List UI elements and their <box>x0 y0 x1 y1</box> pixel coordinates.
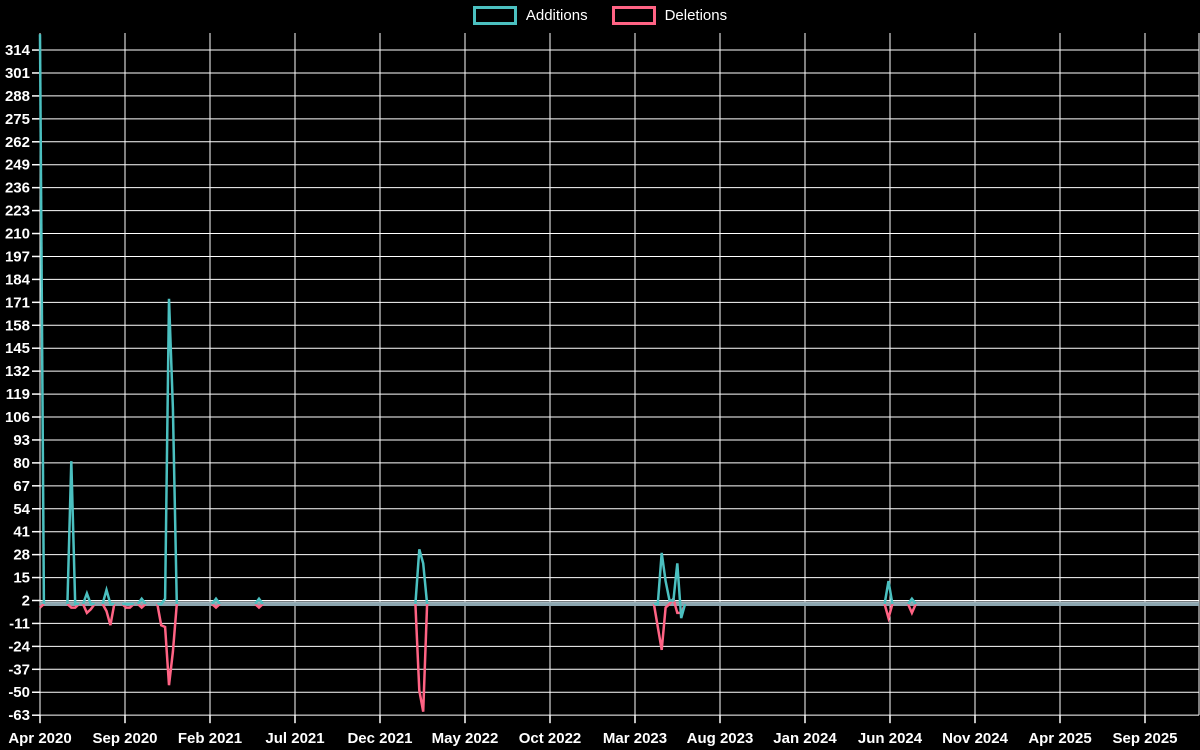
svg-text:236: 236 <box>5 180 30 197</box>
svg-text:80: 80 <box>13 455 30 472</box>
svg-text:67: 67 <box>13 478 30 495</box>
svg-text:145: 145 <box>5 340 30 357</box>
svg-text:314: 314 <box>5 42 31 59</box>
svg-text:223: 223 <box>5 203 30 220</box>
svg-text:210: 210 <box>5 226 30 243</box>
svg-text:Dec 2021: Dec 2021 <box>347 730 412 747</box>
svg-text:106: 106 <box>5 409 30 426</box>
svg-text:249: 249 <box>5 157 30 174</box>
svg-text:Jun 2024: Jun 2024 <box>858 730 923 747</box>
svg-text:-11: -11 <box>9 615 30 632</box>
svg-text:Sep 2020: Sep 2020 <box>92 730 157 747</box>
svg-text:-24: -24 <box>8 638 30 655</box>
legend-label-deletions: Deletions <box>664 7 728 24</box>
deletions-swatch-icon <box>611 6 656 25</box>
svg-text:Apr 2025: Apr 2025 <box>1028 730 1091 747</box>
svg-text:119: 119 <box>6 386 30 403</box>
svg-text:Jul 2021: Jul 2021 <box>265 730 324 747</box>
svg-text:-37: -37 <box>8 661 30 678</box>
svg-text:Aug 2023: Aug 2023 <box>687 730 754 747</box>
svg-text:Oct 2022: Oct 2022 <box>519 730 582 747</box>
svg-text:158: 158 <box>5 317 30 334</box>
svg-text:171: 171 <box>5 294 30 311</box>
svg-text:15: 15 <box>13 570 30 587</box>
svg-text:262: 262 <box>5 134 30 151</box>
legend-item-additions[interactable]: Additions <box>472 6 588 25</box>
svg-text:Nov 2024: Nov 2024 <box>942 730 1009 747</box>
svg-text:184: 184 <box>5 271 31 288</box>
svg-text:Mar 2023: Mar 2023 <box>603 730 667 747</box>
svg-text:275: 275 <box>5 111 30 128</box>
svg-text:28: 28 <box>13 547 30 564</box>
svg-text:301: 301 <box>5 65 30 82</box>
svg-text:197: 197 <box>5 248 30 265</box>
svg-text:Sep 2025: Sep 2025 <box>1112 730 1177 747</box>
svg-text:132: 132 <box>5 363 30 380</box>
svg-text:Feb 2021: Feb 2021 <box>178 730 242 747</box>
svg-text:288: 288 <box>5 88 30 105</box>
legend-label-additions: Additions <box>525 7 588 24</box>
svg-text:May 2022: May 2022 <box>432 730 499 747</box>
svg-text:-50: -50 <box>8 684 30 701</box>
svg-text:Jan 2024: Jan 2024 <box>773 730 837 747</box>
svg-text:41: 41 <box>13 524 30 541</box>
svg-text:Apr 2020: Apr 2020 <box>8 730 71 747</box>
svg-text:-63: -63 <box>8 707 30 724</box>
svg-text:2: 2 <box>22 593 30 610</box>
svg-text:93: 93 <box>13 432 30 449</box>
svg-text:54: 54 <box>13 501 30 518</box>
legend-item-deletions[interactable]: Deletions <box>611 6 728 25</box>
chart-legend: Additions Deletions <box>0 6 1200 25</box>
additions-swatch-icon <box>472 6 517 25</box>
